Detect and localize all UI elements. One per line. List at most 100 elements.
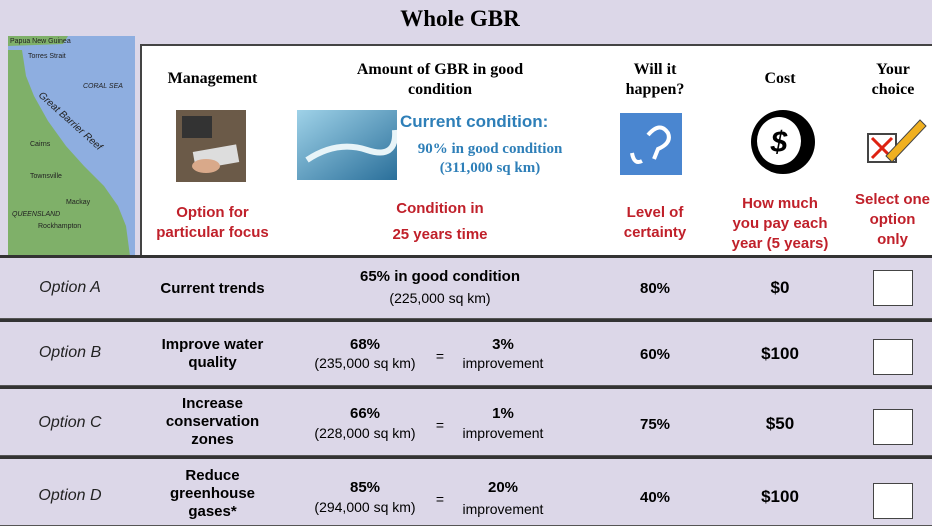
management-line: Increase [140,395,285,413]
certainty: 60% [595,346,715,363]
change: 20% [448,479,558,496]
cost: $100 [720,487,840,507]
subtitle-line: you pay each [720,214,840,234]
subtitle-line: certainty [595,223,715,243]
management-line: quality [140,354,285,372]
change: 1% [448,405,558,422]
change-label: improvement [448,355,558,371]
map-label: QUEENSLAND [12,211,60,218]
certainty: 75% [595,416,715,433]
current-condition: 90% in good condition(311,000 sq km) [400,140,580,178]
card-title: Whole GBR [140,6,780,32]
map-label: CORAL SEA [83,83,123,90]
area: (228,000 sq km) [300,425,430,441]
management-line: conservation [140,413,285,431]
management-line: Reduce [140,467,285,485]
choice-checkbox[interactable] [873,270,913,306]
equals: = [432,348,448,364]
condition: 85% [300,479,430,496]
certainty: 80% [595,280,715,297]
cost: $50 [720,414,840,434]
choice-icon [866,112,928,167]
subtitle-line: Select one [845,190,932,210]
cost-icon: $ [748,108,818,176]
cost-symbol: $ [770,126,788,159]
title-line: condition [290,80,590,100]
current-condition-title: Current condition: [400,112,580,132]
map-label: Rockhampton [38,223,81,230]
option-row: Option D Reducegreenhousegases* 85% (294… [0,456,932,526]
option-label: Option A [10,279,130,297]
column-title: Cost [720,70,840,88]
subtitle-line: How much [720,194,840,214]
equals: = [432,417,448,433]
subtitle-line: year (5 years) [720,234,840,254]
title-line: Cost [720,70,840,88]
management-line: gases* [140,503,285,521]
subtitle-line: Condition in [290,196,590,222]
subtitle-line: 25 years time [290,222,590,248]
map: Papua New Guinea Torres Strait CORAL SEA… [8,36,135,256]
map-label: Torres Strait [28,53,66,60]
area: (294,000 sq km) [300,499,430,515]
certainty-icon [620,113,682,175]
title-line: Your [848,60,932,80]
change-label: improvement [448,425,558,441]
office-photo [176,110,246,182]
area: (235,000 sq km) [300,355,430,371]
management-line: Improve water [140,336,285,354]
map-label: Papua New Guinea [10,38,71,45]
subtitle-line: only [845,230,932,250]
title-line: choice [848,80,932,100]
map-label: Townsville [30,173,62,180]
choice-checkbox[interactable] [873,409,913,445]
condition: 65% in good condition [290,268,590,285]
title-line: Will it [595,60,715,80]
option-row: Option A Current trends 65% in good cond… [0,255,932,319]
title-line: happen? [595,80,715,100]
title-line: Amount of GBR in good [290,60,590,80]
choice-checkbox[interactable] [873,483,913,519]
certainty: 40% [595,489,715,506]
change-label: improvement [448,501,558,517]
option-label: Option D [10,487,130,505]
condition: 66% [300,405,430,422]
column-title: Management [140,70,285,88]
map-label: Cairns [30,141,51,148]
condition: 68% [300,336,430,353]
management: Current trends [140,280,285,298]
condition-line: 90% in good condition [400,140,580,159]
condition-line: (311,000 sq km) [400,159,580,178]
option-label: Option B [10,344,130,362]
option-label: Option C [10,414,130,432]
subtitle-line: option [845,210,932,230]
change: 3% [448,336,558,353]
management-line: greenhouse [140,485,285,503]
subtitle-line: Option for [140,203,285,223]
management-line: Current trends [140,280,285,298]
area: (225,000 sq km) [290,290,590,306]
reef-photo [297,110,397,180]
choice-card: Whole GBR Papua New Guinea Torres Strait… [0,0,932,525]
subtitle-line: Level of [595,203,715,223]
cost: $0 [720,278,840,298]
map-label: Mackay [66,199,91,206]
choice-checkbox[interactable] [873,339,913,375]
subtitle-line: particular focus [140,223,285,243]
title-line: Management [140,70,285,88]
cost: $100 [720,344,840,364]
management-line: zones [140,431,285,449]
